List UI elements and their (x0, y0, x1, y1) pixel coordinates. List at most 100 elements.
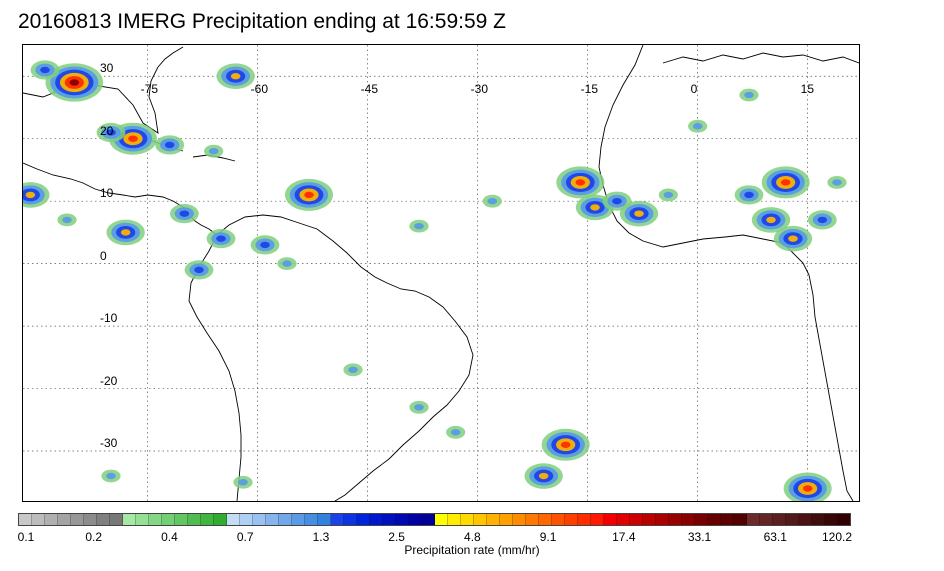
latitude-label: -30 (100, 436, 118, 451)
coastline-south-america (216, 214, 474, 501)
precip-cell (106, 472, 116, 480)
longitude-label: 15 (800, 82, 815, 96)
colorbar-swatch (201, 514, 214, 525)
colorbar-swatch (188, 514, 201, 525)
precipitation-colorbar (18, 513, 851, 526)
longitude-label: 0 (690, 82, 698, 96)
colorbar-swatch (526, 514, 539, 525)
precip-cell (260, 241, 270, 249)
precip-cell (69, 79, 80, 86)
longitude-label: -30 (470, 82, 488, 96)
colorbar-tick-label: 0.4 (161, 530, 178, 544)
precipitation-field (23, 60, 847, 501)
colorbar-swatch (45, 514, 58, 525)
colorbar-swatch (123, 514, 136, 525)
precip-cell (414, 222, 424, 230)
colorbar-swatch (513, 514, 526, 525)
latitude-label: 30 (100, 61, 114, 76)
colorbar-swatch (279, 514, 292, 525)
colorbar-swatch (175, 514, 188, 525)
colorbar-swatch (110, 514, 123, 525)
colorbar-swatch (383, 514, 396, 525)
precip-cell (282, 260, 292, 267)
coastline-med (662, 52, 859, 64)
colorbar-swatch (656, 514, 669, 525)
colorbar-tick-label: 120.2 (821, 530, 853, 544)
precip-cell (230, 73, 241, 80)
precip-cell (120, 229, 131, 236)
colorbar-swatch (461, 514, 474, 525)
colorbar-swatch (682, 514, 695, 525)
coastline-africa-west (808, 274, 854, 501)
graticule (23, 45, 859, 501)
colorbar-swatch (643, 514, 656, 525)
colorbar-tick-label: 4.8 (464, 530, 481, 544)
precip-cell (450, 429, 461, 436)
colorbar-swatch (396, 514, 409, 525)
colorbar-swatch (292, 514, 305, 525)
colorbar-tick-label: 1.3 (312, 530, 330, 544)
colorbar-swatch (565, 514, 578, 525)
colorbar-swatch (552, 514, 565, 525)
precip-cell (62, 216, 72, 224)
colorbar-swatch (214, 514, 227, 525)
colorbar-swatch (331, 514, 344, 525)
colorbar-swatch (604, 514, 617, 525)
colorbar-swatch (617, 514, 630, 525)
colorbar-tick-label: 0.1 (17, 530, 35, 544)
colorbar-swatch (136, 514, 149, 525)
colorbar-swatch (227, 514, 240, 525)
precip-cell (194, 266, 204, 274)
precip-cell (106, 129, 116, 136)
precip-cell (560, 441, 571, 448)
colorbar-swatch (734, 514, 747, 525)
colorbar-swatch (240, 514, 253, 525)
longitude-label: -60 (250, 82, 268, 96)
colorbar-swatch (266, 514, 279, 525)
colorbar-swatch (500, 514, 513, 525)
latitude-label: 10 (100, 186, 114, 201)
colorbar-swatch (760, 514, 773, 525)
latitude-label: 20 (100, 123, 114, 138)
colorbar-swatch (786, 514, 799, 525)
colorbar-swatch (344, 514, 357, 525)
colorbar-swatch (812, 514, 825, 525)
colorbar-swatch (799, 514, 812, 525)
colorbar-swatch (71, 514, 84, 525)
colorbar-swatch (487, 514, 500, 525)
colorbar-tick-label: 63.1 (763, 530, 787, 544)
colorbar-swatch (84, 514, 97, 525)
colorbar-swatch (305, 514, 318, 525)
precip-cell (538, 472, 549, 480)
precip-cell (766, 216, 776, 224)
precip-cell (817, 216, 828, 224)
precip-cell (663, 191, 674, 199)
colorbar-tick-label: 33.1 (687, 530, 712, 544)
precip-cell (414, 404, 424, 411)
colorbar-swatch (474, 514, 487, 525)
coastline-africa-north (598, 45, 810, 276)
colorbar-tick-label: 2.5 (388, 530, 405, 544)
colorbar-tick-label: 17.4 (612, 530, 636, 544)
precip-cell (304, 191, 314, 199)
precip-cell (216, 235, 226, 242)
precip-cell (164, 141, 175, 149)
precip-cell (832, 179, 842, 186)
colorbar-swatch (695, 514, 708, 525)
colorbar-swatch (149, 514, 162, 525)
coastline-north-america (23, 46, 184, 134)
precip-cell (575, 179, 586, 186)
precip-cell (487, 197, 498, 205)
colorbar-swatch (838, 514, 850, 525)
colorbar-swatch (747, 514, 760, 525)
colorbar-swatch (539, 514, 552, 525)
colorbar-swatch (318, 514, 331, 525)
map-canvas (23, 45, 859, 501)
precip-cell (40, 66, 50, 74)
latitude-label: 0 (100, 248, 107, 263)
map-title: 20160813 IMERG Precipitation ending at 1… (18, 10, 506, 33)
colorbar-swatch (669, 514, 682, 525)
coastline-central-america (23, 162, 218, 236)
colorbar-swatch (32, 514, 45, 525)
colorbar-swatch (58, 514, 71, 525)
